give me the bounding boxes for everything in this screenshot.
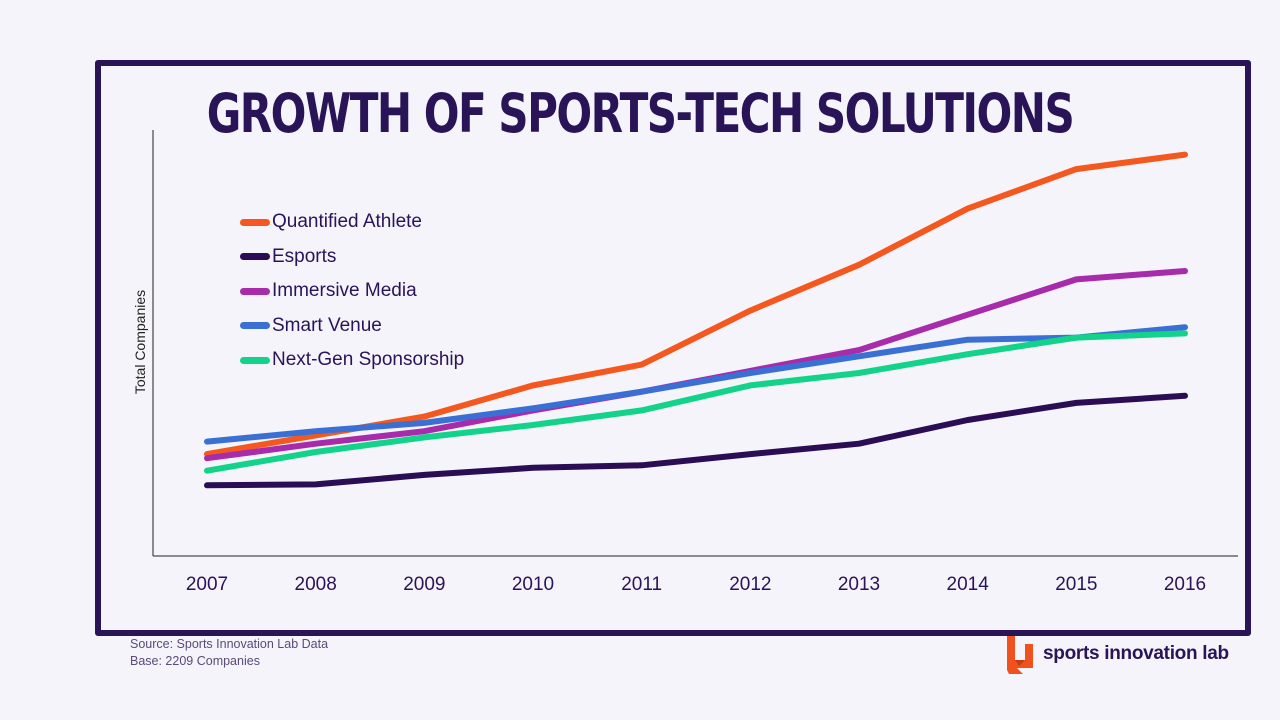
legend-label: Esports	[272, 245, 337, 267]
source-note: Source: Sports Innovation Lab Data	[130, 637, 329, 651]
legend-swatch	[240, 218, 270, 226]
legend-swatch	[240, 287, 270, 295]
x-tick-label: 2010	[512, 574, 554, 595]
chart-legend: Quantified Athlete Esports Immersive Media…	[240, 205, 464, 378]
legend-item: Quantified Athlete	[240, 205, 464, 240]
x-tick-label: 2014	[947, 574, 990, 595]
x-tick-label: 2015	[1055, 574, 1097, 595]
chart-title: GROWTH OF SPORTS-TECH SOLUTIONS	[206, 82, 1075, 145]
legend-label: Next-Gen Sponsorship	[272, 349, 465, 371]
footer-notes: Source: Sports Innovation Lab Data Base:…	[130, 636, 328, 670]
legend-item: Smart Venue	[240, 309, 464, 344]
legend-label: Immersive Media	[272, 280, 417, 302]
legend-label: Smart Venue	[272, 314, 382, 336]
x-tick-label: 2016	[1164, 574, 1206, 595]
brand-name: sports innovation lab	[1043, 643, 1229, 664]
x-tick-label: 2011	[621, 574, 662, 595]
legend-item: Next-Gen Sponsorship	[240, 343, 464, 378]
legend-swatch	[240, 322, 270, 330]
series-line-smart-venue	[204, 324, 1188, 445]
legend-swatch	[240, 356, 270, 364]
x-tick-label: 2009	[403, 574, 445, 595]
x-tick-label: 2007	[186, 574, 228, 595]
x-tick-label: 2012	[729, 574, 771, 595]
x-tick-label: 2008	[295, 574, 337, 595]
legend-swatch	[240, 253, 270, 261]
series-line-next-gen-sponsorship	[204, 330, 1188, 474]
legend-item: Esports	[240, 240, 464, 275]
legend-item: Immersive Media	[240, 274, 464, 309]
legend-label: Quantified Athlete	[272, 211, 422, 233]
brand-logo: sports innovation lab	[1005, 634, 1229, 674]
sports-innovation-lab-logo-icon	[1007, 636, 1033, 674]
series-line-esports	[204, 392, 1188, 489]
base-note: Base: 2209 Companies	[130, 654, 260, 668]
x-tick-label: 2013	[838, 574, 880, 595]
